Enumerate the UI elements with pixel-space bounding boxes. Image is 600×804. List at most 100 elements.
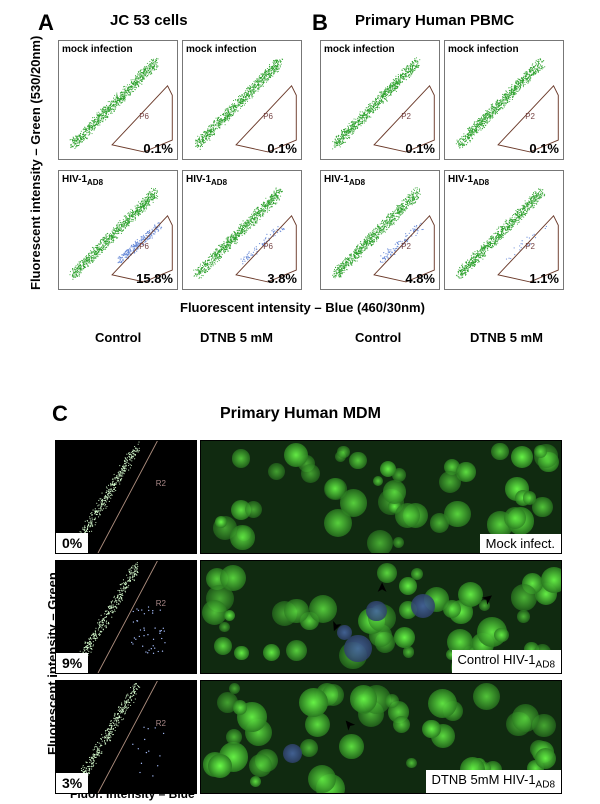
cell	[234, 646, 248, 660]
arrow-icon: ➤	[373, 582, 390, 594]
cell	[250, 776, 261, 787]
facs-condition-label: mock infection	[62, 44, 133, 55]
facs-condition-label: HIV-1AD8	[62, 174, 103, 187]
cell	[511, 446, 533, 468]
facs-percent: 0.1%	[529, 141, 559, 156]
cell	[444, 501, 470, 527]
cell	[511, 584, 537, 610]
gate-label: P6	[263, 112, 273, 121]
x-axis-top: Fluorescent intensity – Blue (460/30nm)	[180, 300, 425, 315]
facs-condition-label: HIV-1AD8	[448, 174, 489, 187]
cell	[337, 446, 349, 458]
cell	[473, 683, 500, 710]
cell	[403, 646, 414, 657]
cell	[349, 452, 366, 469]
facs-percent: 0.1%	[405, 141, 435, 156]
cell	[232, 449, 250, 467]
cell	[219, 622, 229, 632]
cell	[534, 445, 547, 458]
cell	[535, 748, 556, 769]
c-plot-percent: 3%	[56, 773, 88, 793]
gate-label: P6	[139, 242, 149, 251]
gate-label: P2	[525, 242, 535, 251]
facs-condition-label: mock infection	[448, 44, 519, 55]
cell	[208, 754, 232, 778]
fluorescence-image-C3: ➤ DTNB 5mM HIV-1AD8	[200, 680, 562, 794]
facs-condition-label: HIV-1AD8	[186, 174, 227, 187]
cell	[367, 530, 393, 554]
cell	[373, 476, 383, 486]
region-label: R2	[156, 479, 166, 488]
cell	[350, 685, 377, 712]
cell	[411, 568, 423, 580]
cell	[230, 525, 254, 549]
cell	[233, 700, 247, 714]
gate-label: P2	[401, 112, 411, 121]
cell	[523, 491, 537, 505]
fluorescence-label: DTNB 5mM HIV-1AD8	[426, 770, 561, 793]
panel-title-c: Primary Human MDM	[220, 405, 381, 423]
col-label-b-dtnb: DTNB 5 mM	[470, 330, 543, 345]
facs-plot-B4: HIV-1AD8P21.1%	[444, 170, 564, 290]
y-axis-top: Fluorescent intensity – Green (530/20nm)	[28, 36, 43, 290]
cell	[286, 640, 308, 662]
facs-plot-A2: mock infection P6 0.1%	[182, 40, 302, 160]
facs-percent: 15.8%	[136, 271, 173, 286]
facs-percent: 4.8%	[405, 271, 435, 286]
cell	[249, 754, 272, 777]
fluorescence-image-C2: ➤➤➤Control HIV-1AD8	[200, 560, 562, 674]
panel-letter-a: A	[38, 10, 54, 36]
facs-condition-label: mock infection	[324, 44, 395, 55]
c-plot-C3: R2 3%	[55, 680, 197, 794]
cell	[406, 758, 416, 768]
facs-percent: 0.1%	[267, 141, 297, 156]
fluorescence-label: Mock infect.	[480, 534, 561, 553]
arrow-icon: ➤	[339, 715, 360, 735]
region-label: R2	[156, 719, 166, 728]
facs-condition-label: HIV-1AD8	[324, 174, 365, 187]
cell	[263, 644, 280, 661]
col-label-a-control: Control	[95, 330, 141, 345]
cell	[541, 567, 562, 593]
cell	[202, 600, 227, 625]
fluorescence-image-C1: Mock infect.	[200, 440, 562, 554]
cell	[494, 628, 508, 642]
facs-condition-label: mock infection	[186, 44, 257, 55]
cell	[443, 600, 461, 618]
cell	[300, 739, 318, 757]
cell	[428, 689, 457, 718]
gate-label: P6	[139, 112, 149, 121]
blue-cell	[366, 601, 387, 622]
facs-plot-B3: HIV-1AD8 P2 4.8%	[320, 170, 440, 290]
cell	[229, 683, 240, 694]
blue-cell	[411, 594, 435, 618]
panel-title-b: Primary Human PBMC	[355, 12, 514, 29]
c-plot-percent: 9%	[56, 653, 88, 673]
panel-letter-b: B	[312, 10, 328, 36]
cell	[380, 461, 396, 477]
panel-letter-c: C	[52, 401, 68, 427]
facs-percent: 3.8%	[267, 271, 297, 286]
cell	[517, 610, 530, 623]
col-label-a-dtnb: DTNB 5 mM	[200, 330, 273, 345]
gate-label: P2	[401, 242, 411, 251]
c-plot-percent: 0%	[56, 533, 88, 553]
c-plot-C1: R2 0%	[55, 440, 197, 554]
cell	[339, 734, 364, 759]
cell	[422, 720, 441, 739]
facs-plot-A1: mock infectionP60.1%	[58, 40, 178, 160]
cell	[394, 627, 415, 648]
cell	[301, 464, 320, 483]
cell	[268, 463, 285, 480]
cell	[224, 610, 235, 621]
region-label: R2	[156, 599, 166, 608]
facs-plot-B1: mock infection P2 0.1%	[320, 40, 440, 160]
cell	[214, 637, 232, 655]
cell	[393, 716, 410, 733]
facs-plot-A4: HIV-1AD8P63.8%	[182, 170, 302, 290]
panel-title-a: JC 53 cells	[110, 12, 188, 29]
cell	[220, 565, 246, 591]
cell	[226, 729, 242, 745]
cell	[245, 501, 262, 518]
cell	[383, 480, 407, 504]
